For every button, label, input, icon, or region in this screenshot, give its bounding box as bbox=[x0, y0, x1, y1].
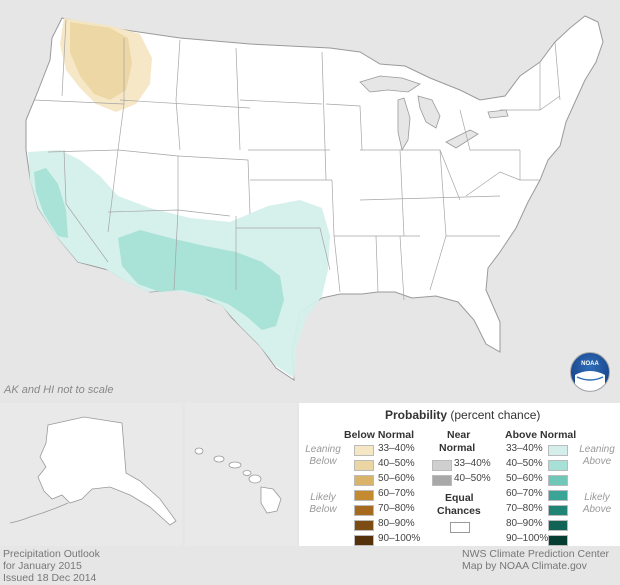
likely-below-label-1: Likely bbox=[310, 492, 336, 503]
equal-chances-swatch bbox=[450, 522, 470, 533]
footer-credits: NWS Climate Prediction Center Map by NOA… bbox=[462, 548, 609, 572]
hawaii-map bbox=[194, 447, 282, 514]
outlook-map bbox=[25, 15, 604, 381]
noaa-logo: NOAA bbox=[570, 352, 610, 392]
below-range-40-50: 40–50% bbox=[378, 458, 415, 469]
state-boundaries bbox=[33, 19, 561, 301]
alaska-inset bbox=[0, 403, 182, 546]
lake-superior bbox=[359, 75, 421, 93]
below-swatch-33-40 bbox=[354, 445, 374, 456]
above-swatch-40-50 bbox=[548, 460, 568, 471]
footer-credit-source: NWS Climate Prediction Center bbox=[462, 548, 610, 560]
likely-above-label: Likely Above bbox=[575, 492, 619, 516]
alaska-map bbox=[9, 416, 177, 526]
legend-title-bold: Probability bbox=[385, 408, 448, 422]
legend-title: Probability (percent chance) bbox=[385, 408, 540, 422]
lake-huron bbox=[417, 95, 441, 129]
lake-erie bbox=[445, 129, 479, 149]
below-swatch-60-70 bbox=[354, 490, 374, 501]
noaa-logo-text: NOAA bbox=[581, 361, 599, 367]
map-scale-note: AK and HI not to scale bbox=[4, 384, 114, 396]
legend-title-rest: (percent chance) bbox=[447, 408, 541, 422]
footer-outlook-title: Precipitation Outlook bbox=[3, 548, 100, 560]
above-range-90-100: 90–100% bbox=[506, 533, 549, 544]
equal-chances-label-1: Equal bbox=[445, 492, 474, 504]
above-range-70-80: 70–80% bbox=[506, 503, 543, 514]
below-normal-40-50-region bbox=[70, 22, 132, 100]
leaning-below-label: Leaning Below bbox=[303, 444, 343, 468]
below-swatch-80-90 bbox=[354, 520, 374, 531]
leaning-below-label-2: Below bbox=[309, 456, 337, 467]
below-range-70-80: 70–80% bbox=[378, 503, 415, 514]
footer-outlook-info: Precipitation Outlook for January 2015 I… bbox=[3, 548, 100, 584]
footer-credit-map: Map by NOAA Climate.gov bbox=[462, 560, 587, 572]
below-swatch-90-100 bbox=[354, 535, 374, 546]
above-range-33-40: 33–40% bbox=[506, 443, 543, 454]
near-range-33-40: 33–40% bbox=[454, 458, 491, 469]
likely-above-label-1: Likely bbox=[584, 492, 610, 503]
above-range-60-70: 60–70% bbox=[506, 488, 543, 499]
leaning-below-label-1: Leaning bbox=[305, 444, 341, 455]
below-normal-header: Below Normal bbox=[344, 429, 415, 441]
below-swatch-40-50 bbox=[354, 460, 374, 471]
likely-below-label-2: Below bbox=[309, 504, 337, 515]
below-swatch-50-60 bbox=[354, 475, 374, 486]
above-swatch-33-40 bbox=[548, 445, 568, 456]
below-swatch-70-80 bbox=[354, 505, 374, 516]
below-range-33-40: 33–40% bbox=[378, 443, 415, 454]
above-normal-40-50-region bbox=[34, 168, 68, 238]
below-range-80-90: 80–90% bbox=[378, 518, 415, 529]
above-range-80-90: 80–90% bbox=[506, 518, 543, 529]
near-swatch-40-50 bbox=[432, 475, 452, 486]
above-swatch-50-60 bbox=[548, 475, 568, 486]
hawaii-inset bbox=[185, 403, 297, 546]
above-normal-header: Above Normal bbox=[505, 429, 577, 441]
footer-outlook-period: for January 2015 bbox=[3, 560, 82, 572]
equal-chances-label-2: Chances bbox=[437, 505, 481, 517]
below-range-60-70: 60–70% bbox=[378, 488, 415, 499]
footer-issue-date: Issued 18 Dec 2014 bbox=[3, 572, 97, 584]
below-range-90-100: 90–100% bbox=[378, 533, 421, 544]
above-swatch-70-80 bbox=[548, 505, 568, 516]
near-normal-header-1: Near bbox=[447, 429, 471, 441]
above-range-40-50: 40–50% bbox=[506, 458, 543, 469]
above-swatch-90-100 bbox=[548, 535, 568, 546]
above-swatch-80-90 bbox=[548, 520, 568, 531]
near-range-40-50: 40–50% bbox=[454, 473, 491, 484]
lake-michigan bbox=[397, 97, 411, 152]
leaning-above-label: Leaning Above bbox=[575, 444, 619, 468]
lake-ontario bbox=[487, 109, 509, 119]
likely-below-label: Likely Below bbox=[303, 492, 343, 516]
above-normal-40-50-southwest bbox=[118, 230, 284, 330]
probability-legend: Probability (percent chance) Below Norma… bbox=[299, 403, 620, 546]
likely-above-label-2: Above bbox=[582, 504, 612, 515]
below-range-50-60: 50–60% bbox=[378, 473, 415, 484]
above-swatch-60-70 bbox=[548, 490, 568, 501]
near-swatch-33-40 bbox=[432, 460, 452, 471]
near-normal-header-2: Normal bbox=[439, 442, 476, 454]
leaning-above-label-2: Above bbox=[582, 456, 612, 467]
leaning-above-label-1: Leaning bbox=[579, 444, 615, 455]
seagull-icon bbox=[575, 371, 605, 391]
above-range-50-60: 50–60% bbox=[506, 473, 543, 484]
